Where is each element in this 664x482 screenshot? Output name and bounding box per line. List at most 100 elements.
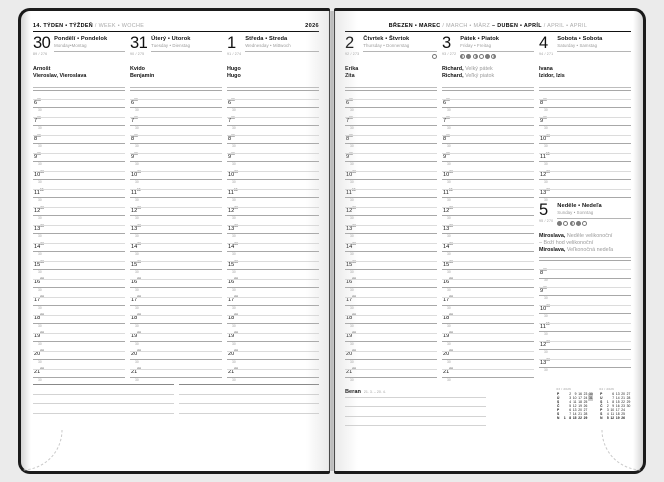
hour-row[interactable]: 1600: [227, 269, 319, 285]
hour-row[interactable]: 1500: [33, 251, 125, 267]
mini-day-cell[interactable]: 17: [615, 407, 620, 412]
hour-row[interactable]: 1800: [227, 305, 319, 321]
mini-day-cell[interactable]: 6: [612, 392, 615, 397]
hour-row[interactable]: 700: [130, 107, 222, 123]
half-hour-row[interactable]: 30: [130, 207, 222, 220]
half-hour-row[interactable]: 30: [345, 242, 437, 256]
hour-row[interactable]: 1000: [539, 295, 631, 311]
hour-row[interactable]: 700: [345, 107, 437, 123]
hour-row[interactable]: 600: [227, 89, 319, 106]
half-hour-row[interactable]: 30: [442, 135, 534, 148]
hour-row[interactable]: 1500: [442, 251, 534, 267]
half-hour-row[interactable]: 30: [345, 332, 437, 346]
half-hour-row[interactable]: 30: [442, 242, 534, 256]
half-hour-row[interactable]: 30: [442, 189, 534, 202]
half-hour-row[interactable]: 30: [33, 314, 125, 328]
half-hour-row[interactable]: 30: [539, 189, 631, 202]
hour-row[interactable]: 1300: [539, 179, 631, 195]
mini-day-cell[interactable]: 15: [572, 415, 577, 420]
hour-row[interactable]: 700: [33, 107, 125, 123]
half-hour-row[interactable]: 30: [442, 296, 534, 310]
hour-row[interactable]: 1100: [345, 179, 437, 195]
note-line[interactable]: [178, 384, 319, 394]
mini-day-cell[interactable]: 9: [574, 392, 577, 397]
mini-day-cell[interactable]: 21: [578, 411, 582, 416]
mini-day-cell[interactable]: 11: [610, 411, 615, 416]
hour-row[interactable]: 900: [345, 143, 437, 159]
mini-day-cell[interactable]: 21: [621, 396, 625, 401]
half-hour-row[interactable]: 30: [442, 314, 534, 328]
mini-day-cell[interactable]: 8: [569, 415, 572, 420]
mini-day-cell[interactable]: [626, 417, 631, 421]
hour-row[interactable]: 1100: [33, 179, 125, 195]
hour-row[interactable]: 1700: [442, 287, 534, 303]
half-hour-row[interactable]: 30: [539, 305, 631, 318]
mini-day-cell[interactable]: 31: [587, 396, 594, 401]
half-hour-row[interactable]: 30: [130, 135, 222, 148]
hour-row[interactable]: 1000: [33, 161, 125, 177]
half-hour-row[interactable]: 30: [345, 189, 437, 202]
hour-row[interactable]: 1300: [130, 215, 222, 231]
hour-row[interactable]: 700: [442, 107, 534, 123]
half-hour-row[interactable]: 30: [345, 260, 437, 274]
mini-day-cell[interactable]: 28: [626, 396, 631, 401]
hour-row[interactable]: 1100: [130, 179, 222, 195]
half-hour-row[interactable]: 30: [345, 153, 437, 166]
hour-row[interactable]: 1600: [33, 269, 125, 285]
mini-day-cell[interactable]: 3: [606, 407, 609, 412]
mini-day-cell[interactable]: 26: [621, 415, 625, 420]
half-hour-row[interactable]: 30: [442, 207, 534, 220]
half-hour-row[interactable]: 30: [539, 359, 631, 372]
hour-row[interactable]: 1100: [539, 143, 631, 159]
half-hour-row[interactable]: 30: [442, 224, 534, 238]
half-hour-row[interactable]: 30: [442, 368, 534, 382]
half-hour-row[interactable]: 30: [227, 99, 319, 112]
note-line[interactable]: [33, 393, 174, 404]
hour-row[interactable]: 1400: [227, 233, 319, 249]
hour-row[interactable]: 900: [442, 143, 534, 159]
half-hour-row[interactable]: 30: [130, 296, 222, 310]
half-hour-row[interactable]: 30: [539, 153, 631, 166]
hour-row[interactable]: 2100: [442, 359, 534, 375]
half-hour-row[interactable]: 30: [345, 171, 437, 184]
half-hour-row[interactable]: 30: [130, 242, 222, 256]
hour-row[interactable]: 1800: [345, 305, 437, 321]
half-hour-row[interactable]: 30: [130, 224, 222, 238]
hour-row[interactable]: 2100: [345, 359, 437, 375]
hour-row[interactable]: 1900: [130, 323, 222, 339]
mini-day-cell[interactable]: 29: [583, 415, 588, 420]
mini-day-cell[interactable]: 18: [578, 399, 582, 404]
hour-row[interactable]: 1100: [539, 313, 631, 329]
mini-day-cell[interactable]: 5: [569, 403, 572, 408]
half-hour-row[interactable]: 30: [227, 368, 319, 382]
hour-row[interactable]: 1600: [345, 269, 437, 285]
mini-day-cell[interactable]: 7: [569, 411, 572, 416]
mini-day-cell[interactable]: 27: [583, 407, 588, 412]
half-hour-row[interactable]: 30: [130, 171, 222, 184]
mini-day-cell[interactable]: 1: [563, 415, 566, 420]
half-hour-row[interactable]: 30: [33, 153, 125, 166]
hour-row[interactable]: 800: [345, 125, 437, 141]
half-hour-row[interactable]: 30: [345, 207, 437, 220]
hour-row[interactable]: 1500: [130, 251, 222, 267]
half-hour-row[interactable]: 30: [33, 242, 125, 256]
mini-day-cell[interactable]: 15: [615, 399, 620, 404]
half-hour-row[interactable]: 30: [227, 314, 319, 328]
hour-row[interactable]: 600: [33, 89, 125, 106]
half-hour-row[interactable]: 30: [130, 278, 222, 292]
half-hour-row[interactable]: 30: [227, 171, 319, 184]
half-hour-row[interactable]: 30: [130, 117, 222, 130]
half-hour-row[interactable]: 30: [539, 99, 631, 112]
hour-row[interactable]: 1200: [227, 197, 319, 213]
half-hour-row[interactable]: 30: [33, 189, 125, 202]
hour-row[interactable]: 1100: [442, 179, 534, 195]
hour-row[interactable]: 600: [442, 89, 534, 106]
half-hour-row[interactable]: 30: [442, 350, 534, 364]
half-hour-row[interactable]: 30: [539, 117, 631, 130]
hour-row[interactable]: 1100: [227, 179, 319, 195]
hour-row[interactable]: 1900: [33, 323, 125, 339]
half-hour-row[interactable]: 30: [33, 368, 125, 382]
hour-row[interactable]: 2100: [130, 359, 222, 375]
mini-day-cell[interactable]: 23: [621, 403, 625, 408]
mini-day-cell[interactable]: 2: [569, 392, 572, 397]
